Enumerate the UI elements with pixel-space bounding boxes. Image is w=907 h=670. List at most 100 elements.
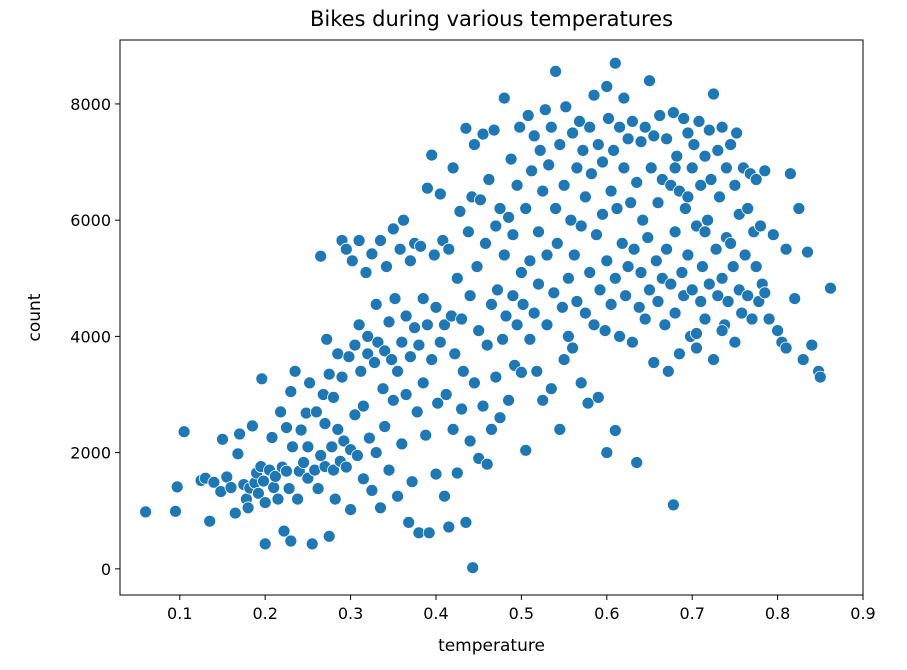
data-point (685, 283, 699, 297)
data-point (556, 300, 569, 314)
data-point (485, 297, 498, 311)
data-point (382, 463, 396, 477)
data-point (169, 504, 182, 518)
data-point (376, 382, 390, 396)
data-point (438, 489, 451, 503)
data-point (459, 516, 473, 529)
data-point (600, 80, 614, 93)
data-point (395, 437, 409, 451)
data-point (311, 482, 325, 496)
data-point (456, 364, 470, 378)
data-point (388, 292, 402, 306)
data-point (694, 178, 708, 192)
data-point (245, 419, 259, 433)
data-point (461, 225, 475, 239)
data-point (608, 56, 622, 70)
data-point (463, 289, 477, 303)
data-point (525, 164, 538, 178)
data-point (779, 341, 793, 355)
data-point (692, 115, 706, 128)
data-point (429, 300, 443, 314)
data-point (566, 341, 579, 355)
data-point (419, 428, 433, 442)
data-point (450, 466, 464, 480)
data-point (530, 364, 544, 378)
data-point (627, 242, 641, 256)
data-point (493, 202, 507, 215)
data-point (291, 492, 305, 506)
data-point (762, 312, 776, 326)
data-point (448, 347, 462, 361)
data-point (711, 289, 725, 303)
data-point (425, 353, 439, 367)
data-point (489, 219, 503, 233)
data-point (567, 248, 581, 262)
x-tick-label: 0.9 (850, 604, 875, 623)
data-point (280, 464, 293, 478)
data-point (721, 295, 735, 308)
y-tick-label: 6000 (70, 211, 111, 230)
data-point (523, 332, 537, 346)
data-point (562, 329, 575, 343)
data-point (301, 440, 315, 454)
data-point (327, 390, 340, 404)
data-point (433, 187, 447, 201)
data-point (801, 245, 814, 259)
data-point (596, 155, 609, 169)
data-point (661, 364, 675, 378)
data-point (482, 173, 496, 186)
data-point (228, 506, 242, 520)
data-point (267, 481, 281, 494)
data-point (402, 516, 416, 529)
data-point (553, 138, 567, 152)
points-layer (139, 56, 837, 575)
data-point (527, 306, 541, 320)
data-point (369, 446, 383, 460)
data-point (557, 353, 571, 367)
data-point (796, 353, 810, 367)
data-point (496, 332, 510, 346)
data-point (450, 271, 464, 285)
data-point (724, 236, 737, 250)
data-point (540, 248, 554, 262)
data-point (348, 338, 362, 352)
data-point (728, 178, 742, 192)
data-point (485, 422, 498, 436)
data-point (749, 173, 763, 186)
data-point (698, 312, 712, 326)
data-point (643, 74, 656, 88)
data-point (788, 292, 802, 306)
data-point (519, 443, 533, 457)
data-point (675, 266, 689, 279)
data-point (690, 327, 703, 340)
data-point (399, 309, 413, 323)
data-point (342, 350, 356, 364)
data-point (455, 402, 469, 416)
data-point (590, 228, 603, 242)
data-point (653, 109, 667, 122)
data-point (610, 202, 624, 215)
data-point (374, 501, 387, 515)
data-point (491, 283, 504, 297)
data-point (348, 408, 362, 422)
data-point (356, 472, 370, 486)
data-point (644, 161, 658, 175)
data-point (673, 347, 686, 361)
data-point (268, 469, 282, 483)
data-point (615, 236, 629, 250)
data-point (374, 234, 387, 247)
data-point (574, 219, 588, 233)
data-point (493, 411, 507, 425)
data-point (728, 335, 742, 349)
data-point (378, 420, 392, 433)
data-point (647, 356, 661, 369)
data-point (337, 434, 351, 448)
data-point (397, 213, 410, 227)
data-point (670, 149, 684, 163)
data-point (277, 524, 291, 538)
data-point (741, 202, 755, 215)
data-point (305, 537, 319, 551)
data-point (280, 421, 293, 435)
data-point (660, 242, 673, 256)
